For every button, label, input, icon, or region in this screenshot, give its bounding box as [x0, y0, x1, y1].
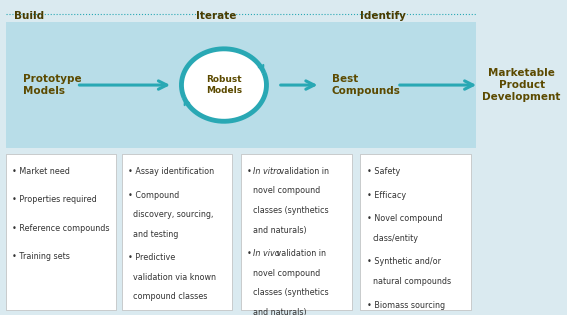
Text: validation in: validation in [277, 167, 329, 176]
Text: Best
Compounds: Best Compounds [332, 74, 400, 96]
Ellipse shape [198, 63, 249, 107]
FancyBboxPatch shape [360, 154, 471, 310]
Text: • Efficacy: • Efficacy [367, 191, 406, 200]
Text: • Assay identification: • Assay identification [128, 167, 214, 176]
Text: In vitro: In vitro [253, 167, 282, 176]
Text: In vivo: In vivo [253, 249, 280, 258]
Text: compound classes: compound classes [133, 292, 208, 301]
FancyBboxPatch shape [122, 154, 232, 310]
Text: and naturals): and naturals) [253, 308, 307, 315]
Text: class/entity: class/entity [373, 234, 418, 243]
Text: • Compound: • Compound [128, 191, 179, 200]
Text: validation via known: validation via known [133, 273, 216, 282]
Text: classes (synthetics: classes (synthetics [253, 288, 329, 297]
Text: Prototype
Models: Prototype Models [23, 74, 81, 96]
Text: Build: Build [14, 11, 44, 21]
Text: • Predictive: • Predictive [128, 253, 175, 262]
Text: •: • [247, 167, 254, 176]
Text: • Novel compound: • Novel compound [367, 214, 442, 223]
Text: classes (synthetics: classes (synthetics [253, 206, 329, 215]
Text: • Training sets: • Training sets [12, 252, 70, 261]
Text: validation in: validation in [274, 249, 326, 258]
Ellipse shape [181, 49, 266, 121]
Text: Iterate: Iterate [196, 11, 236, 21]
Text: Identify: Identify [360, 11, 406, 21]
Text: natural compounds: natural compounds [373, 277, 451, 286]
FancyBboxPatch shape [6, 154, 116, 310]
Text: • Synthetic and/or: • Synthetic and/or [367, 257, 441, 266]
Text: Robust
Models: Robust Models [206, 75, 242, 95]
Text: • Safety: • Safety [367, 167, 400, 176]
Text: • Biomass sourcing: • Biomass sourcing [367, 301, 445, 310]
Text: novel compound: novel compound [253, 186, 321, 196]
Text: Marketable
Product
Development: Marketable Product Development [483, 68, 561, 102]
Text: • Reference compounds: • Reference compounds [12, 224, 110, 233]
Text: novel compound: novel compound [253, 269, 321, 278]
Text: and naturals): and naturals) [253, 226, 307, 235]
Text: and testing: and testing [133, 230, 179, 239]
Text: • Market need: • Market need [12, 167, 70, 176]
Text: •: • [247, 249, 254, 258]
Text: discovery, sourcing,: discovery, sourcing, [133, 210, 214, 219]
Text: • Properties required: • Properties required [12, 195, 97, 204]
FancyBboxPatch shape [6, 22, 476, 148]
FancyBboxPatch shape [241, 154, 352, 310]
